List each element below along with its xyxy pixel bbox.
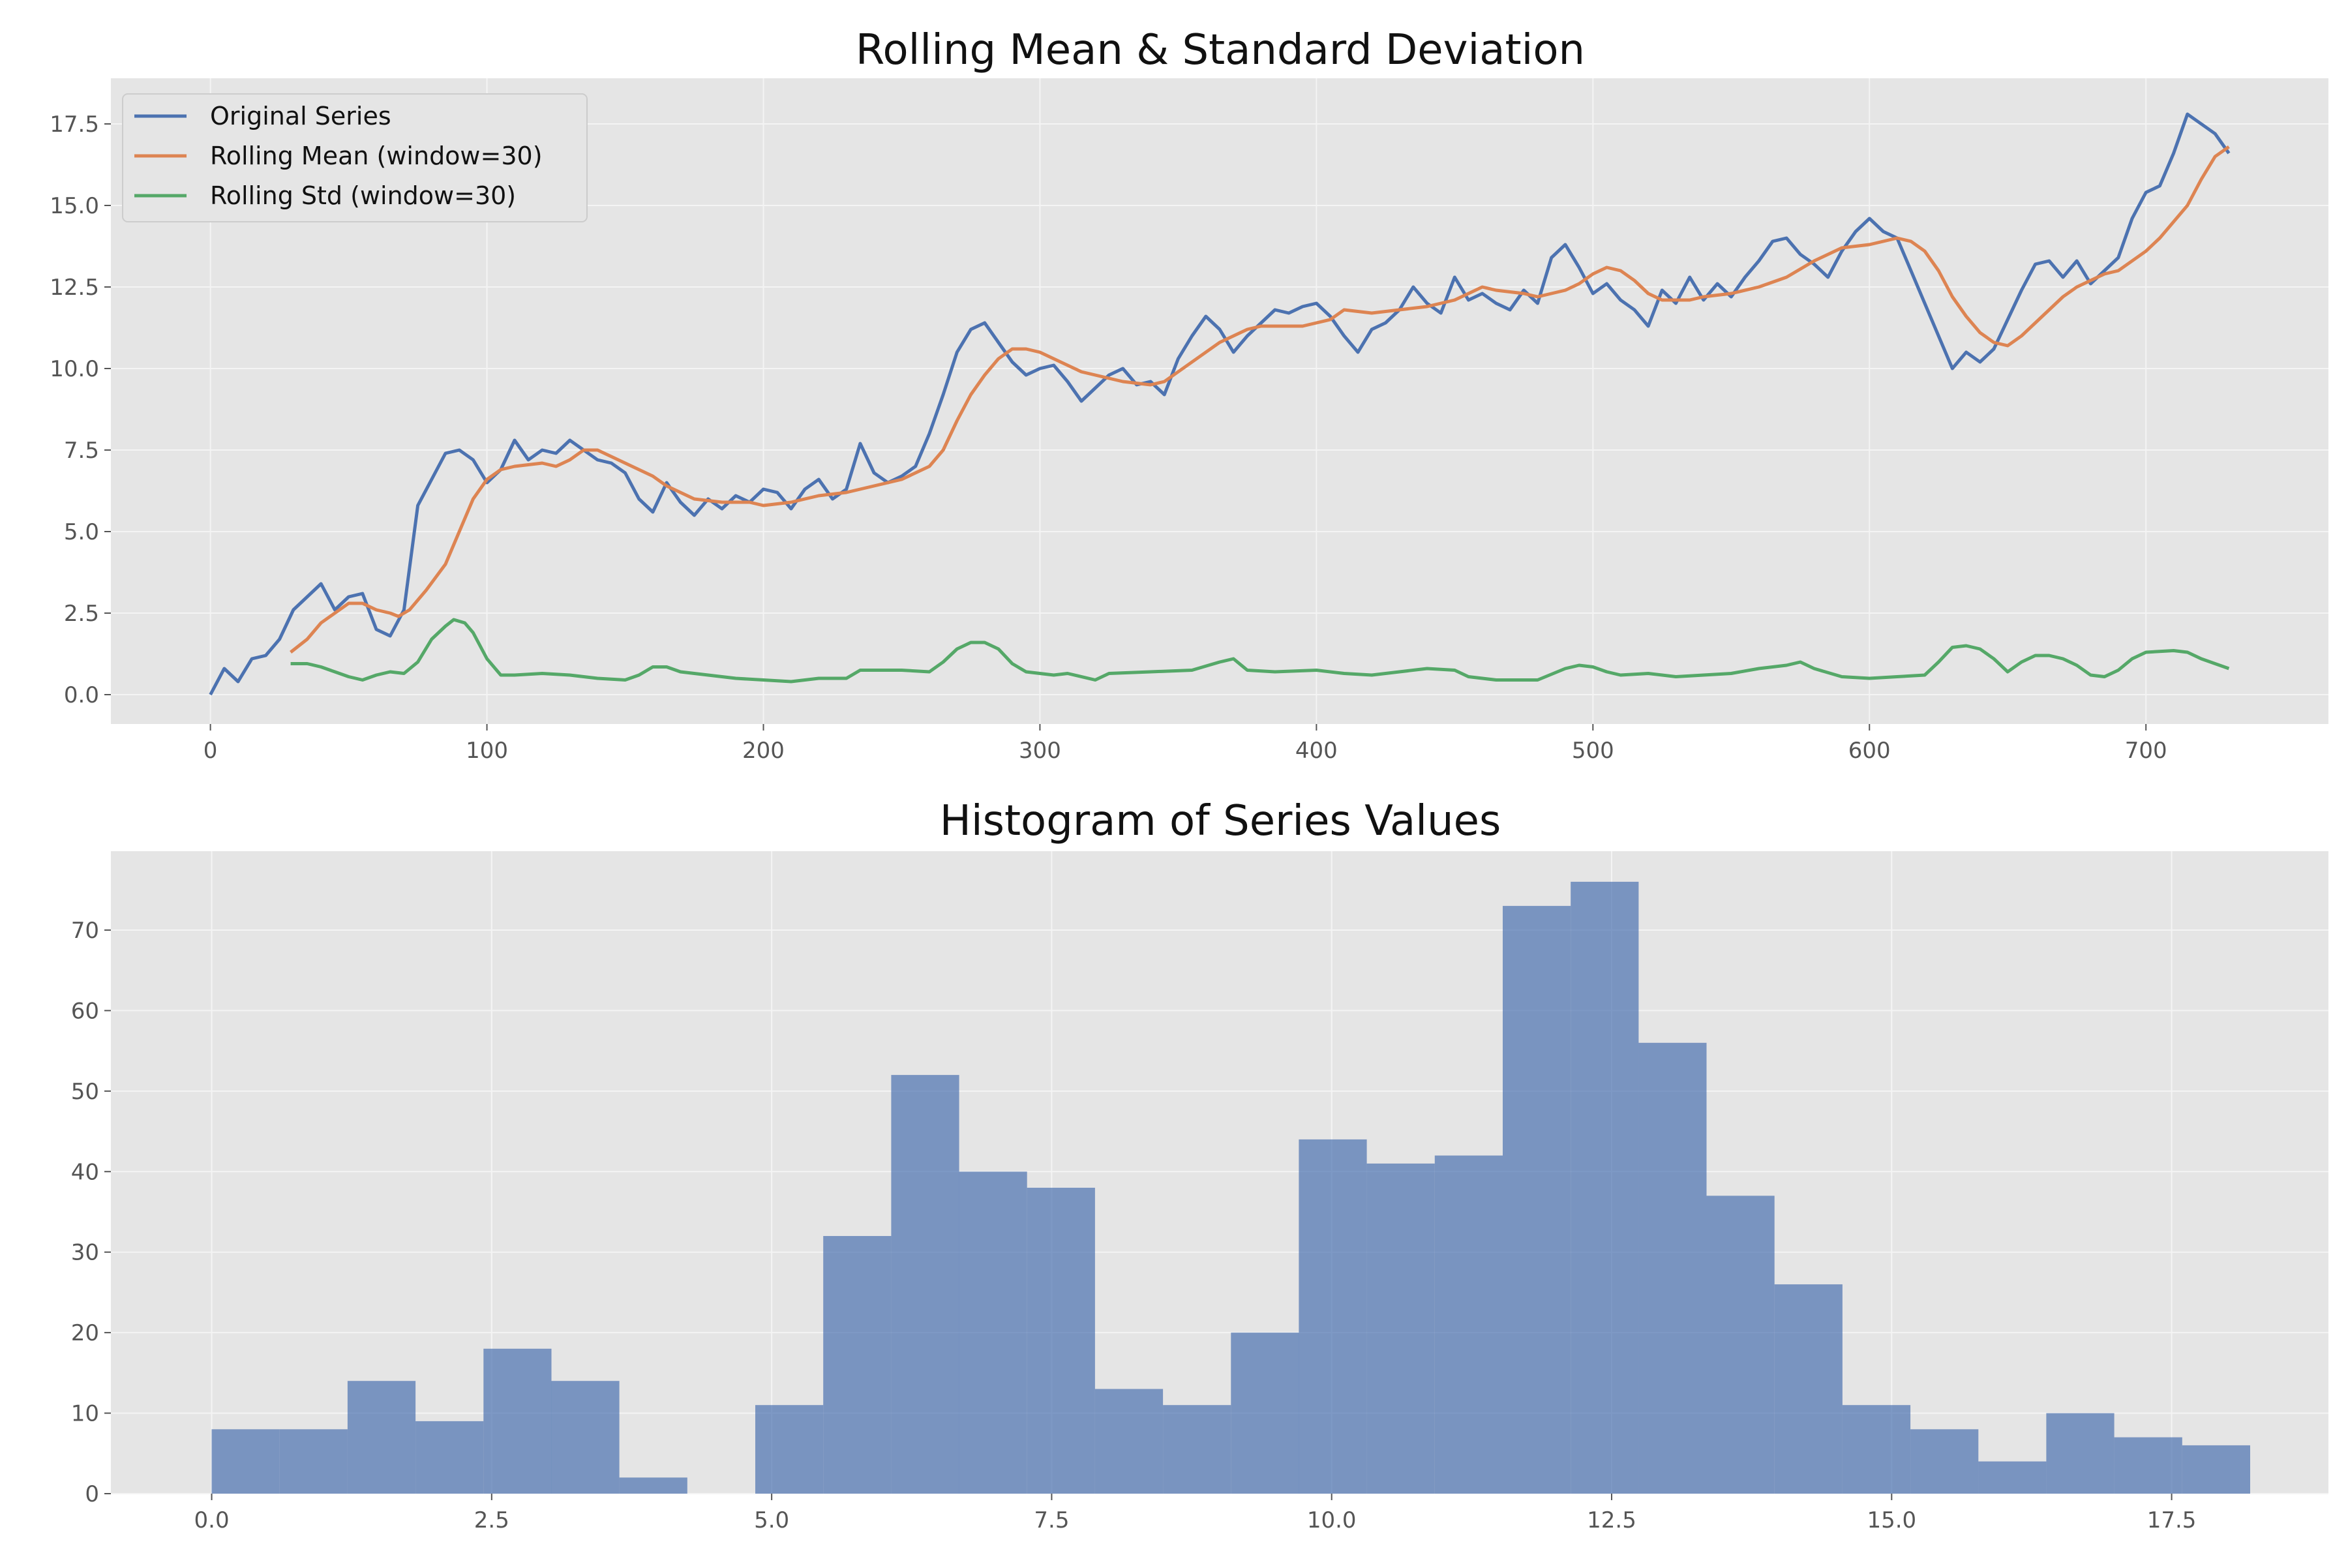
hist-y-tick-label: 20 (71, 1320, 99, 1346)
histogram-bar (1842, 1405, 1911, 1494)
histogram-bar (483, 1348, 552, 1494)
line-y-tick-label: 2.5 (64, 601, 99, 627)
legend-box (122, 93, 588, 222)
histogram-bar (1774, 1284, 1843, 1494)
rolling-stats-ticks: 0 100 200 300 400 500 600 700 0.0 2.5 5.0 7.5 10.0 12… (50, 112, 2167, 764)
hist-y-tick-label: 40 (71, 1159, 99, 1185)
histogram-plot-area (111, 851, 2328, 1494)
histogram-bar (1978, 1461, 2047, 1494)
line-y-tick-label: 15.0 (50, 193, 99, 219)
histogram-bar (551, 1381, 620, 1494)
histogram-bar (2182, 1445, 2250, 1494)
histogram-bar (1094, 1389, 1164, 1494)
line-y-tick-label: 10.0 (50, 356, 99, 382)
legend-label-rolling-std: Rolling Std (window=30) (210, 181, 516, 210)
histogram-bar (2114, 1437, 2182, 1494)
hist-y-tick-label: 50 (71, 1079, 99, 1105)
rolling-std-line (290, 618, 2230, 684)
histogram-bar (1638, 1042, 1707, 1494)
histogram-bar (1163, 1405, 1231, 1494)
histogram-bar (1231, 1333, 1299, 1494)
histogram-bar (1571, 881, 1639, 1494)
histogram-bar (1299, 1139, 1367, 1494)
histogram-bar (619, 1477, 687, 1494)
legend: Original Series Rolling Mean (window=30)… (122, 93, 588, 222)
histogram-chart-title: Histogram of Series Values (940, 797, 1501, 845)
rolling-stats-series (209, 112, 2231, 696)
line-y-tick-label: 12.5 (50, 275, 99, 301)
hist-y-tick-label: 60 (71, 998, 99, 1024)
histogram-bar (959, 1171, 1027, 1494)
rolling-stats-chart-title: Rolling Mean & Standard Deviation (856, 26, 1585, 74)
hist-x-tick-label: 7.5 (1034, 1507, 1069, 1533)
hist-x-tick-label: 0.0 (194, 1507, 230, 1533)
histogram-bar (755, 1405, 824, 1494)
histogram-bars (211, 881, 2250, 1494)
hist-x-tick-label: 17.5 (2147, 1507, 2197, 1533)
hist-y-tick-label: 70 (71, 918, 99, 944)
legend-label-original: Original Series (210, 102, 391, 130)
line-x-tick-label: 200 (742, 738, 785, 764)
hist-x-tick-label: 5.0 (754, 1507, 789, 1533)
line-x-tick-label: 300 (1019, 738, 1061, 764)
hist-y-tick-label: 30 (71, 1240, 99, 1266)
line-x-tick-label: 700 (2125, 738, 2167, 764)
line-y-tick-label: 5.0 (64, 519, 99, 545)
histogram-chart: Histogram of Series Values 0.0 2.5 5.0 7.5 1… (71, 797, 2328, 1533)
histogram-bar (891, 1075, 959, 1494)
line-x-tick-label: 500 (1572, 738, 1614, 764)
histogram-bar (347, 1381, 416, 1494)
hist-x-tick-label: 2.5 (474, 1507, 509, 1533)
histogram-bar (211, 1429, 280, 1494)
histogram-bar (279, 1429, 348, 1494)
line-y-tick-label: 0.0 (64, 682, 99, 708)
rolling-stats-chart: Rolling Mean & Standard Deviation 0 100 20… (50, 26, 2328, 764)
histogram-bar (1706, 1196, 1775, 1494)
histogram-bar (415, 1421, 484, 1494)
line-y-tick-label: 7.5 (64, 438, 99, 464)
line-x-tick-label: 400 (1295, 738, 1338, 764)
legend-label-rolling-mean: Rolling Mean (window=30) (210, 142, 543, 170)
line-y-tick-label: 17.5 (50, 112, 99, 138)
hist-x-tick-label: 10.0 (1307, 1507, 1357, 1533)
histogram-bar (1910, 1429, 1979, 1494)
line-x-tick-label: 600 (1848, 738, 1891, 764)
hist-y-tick-label: 0 (85, 1481, 99, 1507)
histogram-bar (1027, 1188, 1095, 1494)
histogram-bar (823, 1236, 892, 1494)
line-x-tick-label: 100 (466, 738, 508, 764)
hist-y-tick-label: 10 (71, 1401, 99, 1427)
line-x-tick-label: 0 (203, 738, 218, 764)
histogram-bar (1366, 1163, 1435, 1494)
hist-x-tick-label: 15.0 (1867, 1507, 1916, 1533)
histogram-ticks: 0.0 2.5 5.0 7.5 10.0 12.5 15.0 17.5 0 10 20 30 40 50 6… (71, 918, 2197, 1533)
original-series-line (209, 112, 2231, 696)
hist-x-tick-label: 12.5 (1587, 1507, 1636, 1533)
histogram-bar (1503, 905, 1571, 1494)
rolling-mean-line (290, 145, 2230, 654)
histogram-bar (1434, 1155, 1503, 1494)
histogram-bar (2046, 1413, 2115, 1494)
